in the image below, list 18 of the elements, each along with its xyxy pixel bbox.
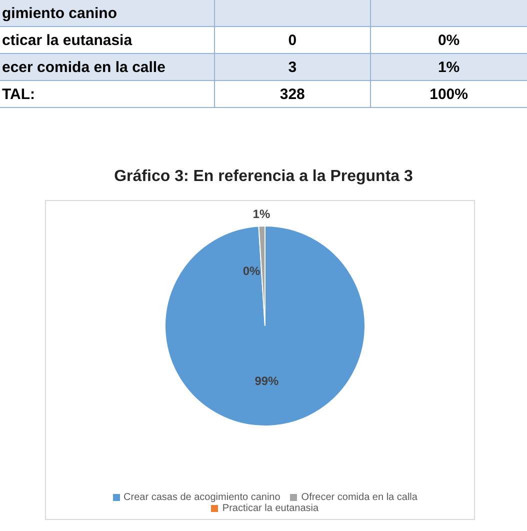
text: cticar la eutanasia [1, 32, 134, 48]
text: 0% [242, 264, 260, 278]
text: gimiento canino [1, 4, 118, 22]
legend-label: Crear casas de acogimiento canino [124, 492, 280, 503]
chart-title: Gráfico 3: En referencia a la Pregunta 3 [113, 168, 414, 186]
text: 100% [370, 81, 527, 107]
text: 3 [214, 54, 370, 80]
text: 1% [370, 54, 527, 80]
text: 0% [370, 27, 527, 53]
legend-label: Practicar la eutanasia [222, 503, 319, 514]
text: 328 [214, 81, 370, 107]
data-label: 1% [252, 207, 270, 222]
pie-slice [164, 226, 366, 426]
text: ecer comida en la calle [1, 58, 166, 76]
legend-label: Ofrecer comida en la calla [301, 492, 418, 503]
text: TAL: [1, 86, 36, 102]
text: 0 [214, 27, 370, 53]
data-label: 99% [254, 374, 280, 388]
